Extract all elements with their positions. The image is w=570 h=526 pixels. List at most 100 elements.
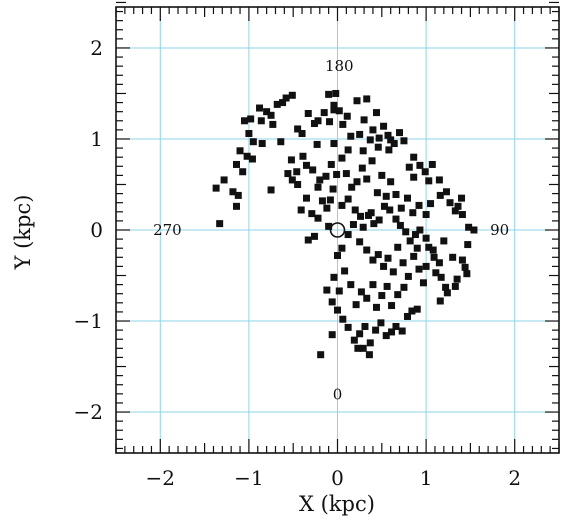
data-point [326, 118, 334, 126]
x-axis-label: X (kpc) [299, 492, 375, 516]
data-point [343, 112, 351, 120]
data-point [374, 251, 382, 259]
data-point [317, 351, 325, 359]
data-point [293, 168, 301, 176]
data-point [313, 140, 321, 148]
data-point [288, 91, 296, 99]
data-point [344, 231, 352, 239]
data-point [240, 117, 248, 125]
data-point [442, 188, 450, 196]
data-point [416, 226, 424, 234]
data-point [308, 210, 316, 218]
data-point [354, 344, 362, 352]
x-tick-label: 1 [420, 466, 433, 490]
data-point [427, 200, 435, 208]
data-point [318, 197, 326, 205]
data-point [425, 177, 433, 185]
data-point [402, 228, 410, 236]
data-point [382, 192, 390, 200]
data-point [356, 130, 364, 138]
data-point [387, 136, 395, 144]
data-point [404, 272, 412, 280]
data-point [356, 330, 364, 338]
data-point [415, 201, 423, 209]
data-point [330, 273, 338, 281]
data-point [310, 232, 318, 240]
data-point [327, 160, 335, 168]
data-point [396, 129, 404, 137]
data-point [410, 173, 418, 181]
data-points [212, 89, 478, 359]
data-point [382, 332, 390, 340]
data-point [443, 289, 451, 297]
data-point [329, 185, 337, 193]
data-point [416, 161, 424, 169]
data-point [369, 126, 377, 134]
data-point [257, 117, 265, 125]
data-point [387, 178, 395, 186]
direction-label: 0 [333, 386, 343, 404]
data-point [440, 237, 448, 245]
data-point [356, 238, 364, 246]
data-point [359, 147, 367, 155]
data-point [403, 312, 411, 320]
y-axis-label: Y (kpc) [11, 195, 35, 271]
y-tick-label: 2 [90, 36, 103, 60]
data-point [380, 202, 388, 210]
data-point [348, 183, 356, 191]
data-point [284, 170, 292, 178]
y-tick-label: 1 [90, 127, 103, 151]
data-point [375, 216, 383, 224]
data-point [458, 194, 466, 202]
data-point [358, 164, 366, 172]
data-point [325, 222, 333, 230]
data-point [323, 286, 331, 294]
data-point [419, 279, 427, 287]
data-point [245, 130, 253, 138]
data-point [366, 339, 374, 347]
data-point [263, 108, 271, 116]
data-point [344, 195, 352, 203]
data-point [428, 160, 436, 168]
y-tick-label: −2 [74, 400, 103, 424]
data-point [302, 161, 310, 169]
data-point [369, 281, 377, 289]
data-point [380, 122, 388, 130]
data-point [341, 267, 349, 275]
data-point [372, 326, 380, 334]
data-point [451, 282, 459, 290]
y-tick-label: −1 [74, 309, 103, 333]
data-point [461, 263, 469, 271]
data-point [294, 180, 302, 188]
data-point [436, 191, 444, 199]
data-point [334, 251, 341, 259]
data-point [279, 99, 287, 107]
x-tick-label: 2 [508, 466, 521, 490]
data-point [347, 281, 355, 289]
data-point [374, 143, 382, 151]
data-point [367, 209, 375, 217]
axis-ticks [115, 1, 560, 453]
data-point [437, 273, 445, 281]
data-point [369, 256, 377, 264]
data-point [377, 319, 385, 327]
data-point [236, 147, 244, 155]
data-point [232, 160, 240, 168]
data-point [339, 315, 347, 323]
data-point [328, 298, 336, 306]
data-point [304, 109, 312, 117]
data-point [458, 211, 466, 219]
data-point [400, 137, 408, 145]
data-point [239, 168, 247, 176]
data-point [389, 268, 397, 276]
data-point [347, 132, 355, 140]
data-point [363, 175, 371, 183]
data-point [388, 302, 396, 310]
data-point [288, 176, 296, 184]
data-point [361, 322, 369, 330]
data-point [323, 204, 331, 212]
data-point [397, 204, 405, 212]
data-point [425, 243, 433, 251]
data-point [363, 95, 371, 103]
data-point [370, 220, 378, 228]
